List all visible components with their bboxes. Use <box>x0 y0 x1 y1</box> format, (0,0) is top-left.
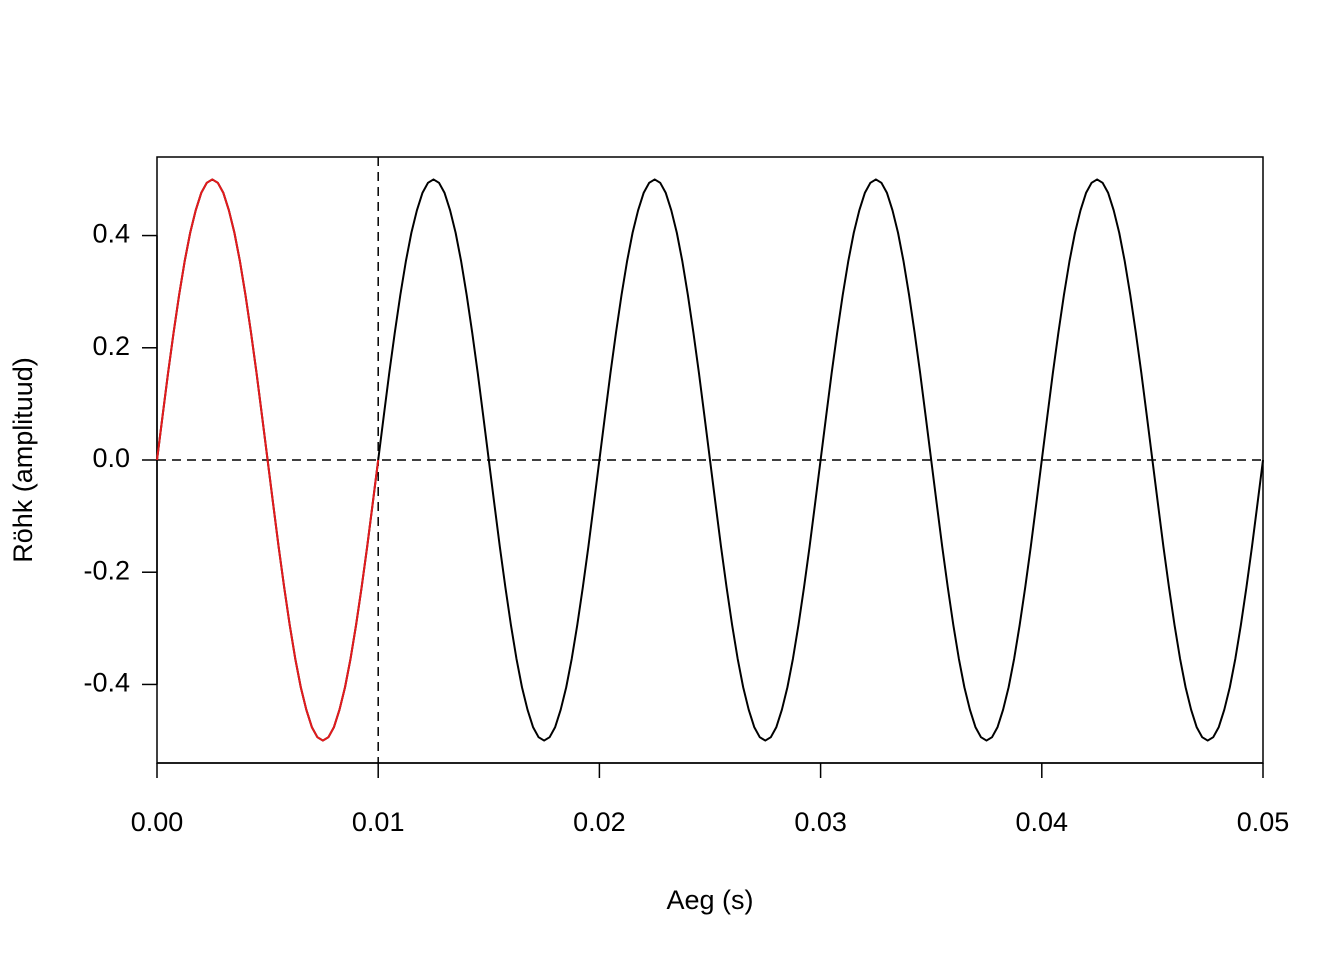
x-tick-label: 0.02 <box>573 807 626 837</box>
y-tick-label: 0.0 <box>92 443 130 473</box>
x-tick-label: 0.00 <box>131 807 184 837</box>
x-tick-label: 0.05 <box>1237 807 1290 837</box>
x-tick-label: 0.01 <box>352 807 405 837</box>
y-tick-label: -0.4 <box>83 668 130 698</box>
y-tick-label: -0.2 <box>83 555 130 585</box>
y-axis-title: Röhk (amplituud) <box>8 357 38 563</box>
x-tick-label: 0.04 <box>1016 807 1069 837</box>
series-line <box>156 178 380 742</box>
x-axis-title: Aeg (s) <box>666 885 753 915</box>
x-tick-label: 0.03 <box>794 807 847 837</box>
y-tick-label: 0.2 <box>92 331 130 361</box>
y-tick-label: 0.4 <box>92 219 130 249</box>
